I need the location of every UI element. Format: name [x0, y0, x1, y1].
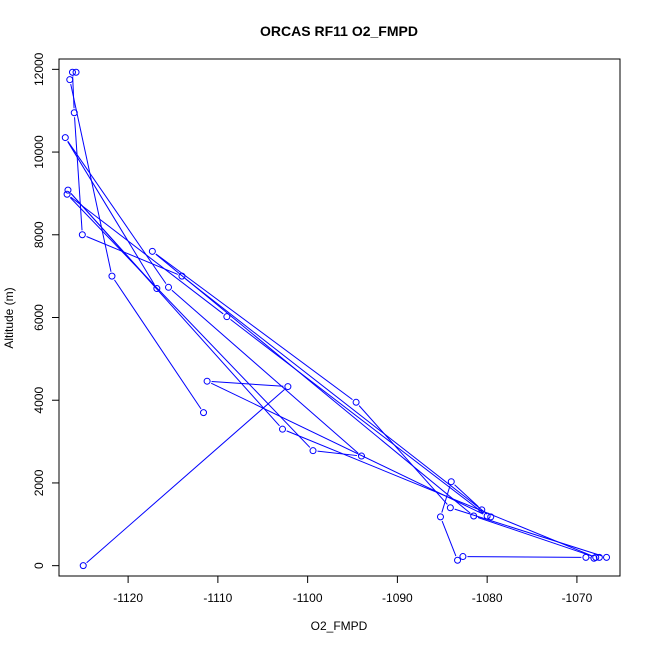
- series-segment: [467, 556, 582, 558]
- data-point: [595, 553, 603, 561]
- series-segment: [155, 253, 471, 514]
- series-segment: [70, 196, 224, 315]
- data-point: [61, 134, 69, 142]
- data-point: [582, 553, 590, 561]
- x-axis: -1120 -1110 -1100 -1090 -1080 -1070: [113, 575, 593, 605]
- x-tick-label: -1090: [382, 591, 413, 605]
- series-segment: [454, 484, 479, 508]
- data-point: [454, 556, 462, 564]
- series-segment: [86, 389, 285, 564]
- series-segment: [210, 382, 484, 515]
- y-tick-label: 8000: [32, 221, 46, 248]
- data-point: [68, 68, 76, 76]
- data-point: [178, 272, 186, 280]
- series-segment: [171, 289, 359, 454]
- series-segment: [69, 197, 311, 448]
- x-tick-label: -1120: [113, 591, 143, 605]
- series-segment: [185, 278, 488, 515]
- data-point: [79, 562, 87, 570]
- y-tick-label: 2000: [32, 469, 46, 496]
- chart-title: ORCAS RF11 O2_FMPD: [260, 23, 418, 39]
- series-segment: [67, 141, 155, 285]
- series-segment: [211, 380, 284, 387]
- series-segment: [454, 508, 603, 557]
- series-segment: [67, 141, 167, 284]
- data-point: [63, 190, 71, 198]
- data-point: [165, 283, 173, 291]
- data-point: [352, 398, 360, 406]
- data-point: [603, 553, 611, 561]
- data-point: [223, 313, 231, 321]
- series-segment: [114, 279, 202, 410]
- data-point: [203, 377, 211, 385]
- data-point: [279, 425, 287, 433]
- data-point: [64, 186, 72, 194]
- series-segment: [74, 117, 83, 231]
- x-tick-label: -1080: [472, 591, 503, 605]
- data-point: [108, 272, 116, 280]
- data-point: [70, 109, 78, 117]
- series-segment: [358, 405, 448, 505]
- data-point: [436, 513, 444, 521]
- x-tick-label: -1070: [562, 591, 593, 605]
- series-segment: [477, 516, 592, 557]
- data-point: [470, 512, 478, 520]
- data-point: [200, 409, 208, 417]
- series-points: [61, 68, 611, 570]
- data-point: [459, 553, 467, 561]
- x-tick-label: -1100: [293, 591, 323, 605]
- y-axis-label: Altitude (m): [2, 287, 16, 348]
- data-point: [284, 383, 292, 391]
- y-axis: 0 2000 4000 6000 8000 10000 12000: [32, 52, 60, 569]
- series-segment: [155, 253, 353, 401]
- series-segment: [86, 236, 179, 275]
- x-axis-label: O2_FMPD: [311, 619, 368, 633]
- data-point: [447, 478, 455, 486]
- data-point: [309, 447, 317, 455]
- y-tick-label: 12000: [32, 52, 46, 86]
- data-point: [446, 504, 454, 512]
- data-point: [483, 512, 491, 520]
- series-segment: [441, 520, 457, 557]
- data-point: [357, 452, 365, 460]
- series-segment: [317, 450, 358, 457]
- series-segment: [441, 485, 451, 513]
- x-tick-label: -1110: [203, 591, 232, 605]
- y-tick-label: 10000: [32, 135, 46, 169]
- data-point: [153, 285, 161, 293]
- y-tick-label: 0: [32, 562, 46, 569]
- data-point: [148, 247, 156, 255]
- data-point: [72, 68, 80, 76]
- y-tick-label: 4000: [32, 387, 46, 414]
- series-segment: [70, 83, 112, 272]
- data-point: [592, 553, 600, 561]
- data-point: [478, 506, 486, 514]
- data-point: [66, 76, 74, 84]
- series-lines: [67, 75, 603, 564]
- series-segment: [72, 76, 75, 109]
- y-tick-label: 6000: [32, 304, 46, 331]
- data-point: [487, 513, 495, 521]
- data-point: [78, 231, 86, 239]
- series-segment: [230, 319, 484, 514]
